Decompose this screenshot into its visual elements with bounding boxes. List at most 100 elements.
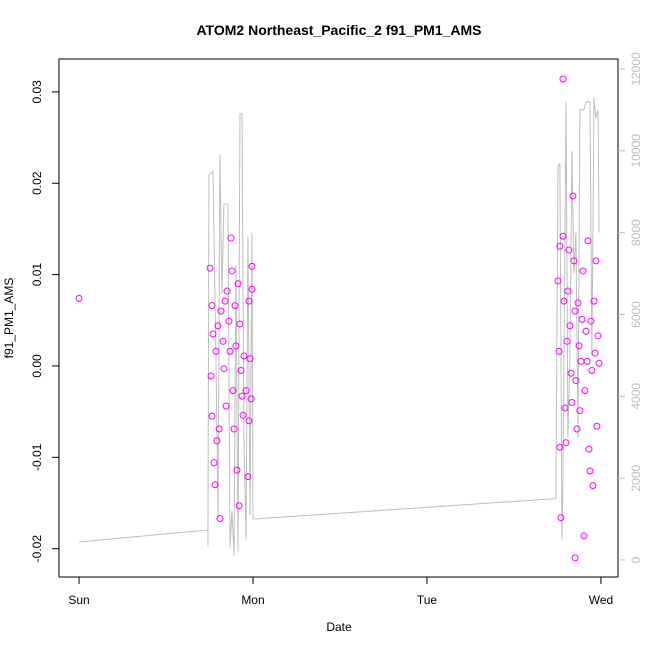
point (248, 285, 256, 293)
point (591, 349, 599, 357)
point (594, 332, 602, 340)
point (209, 330, 217, 338)
point (562, 439, 570, 447)
point (207, 372, 215, 380)
point (216, 515, 224, 523)
point (231, 302, 239, 310)
point (576, 407, 584, 415)
chart-title: ATOM2 Northeast_Pacific_2 f91_PM1_AMS (196, 22, 481, 38)
point (573, 425, 581, 433)
point (556, 242, 564, 250)
x-tick-label: Mon (241, 593, 264, 607)
y-tick-label: -0.01 (30, 443, 44, 471)
point (572, 377, 580, 385)
point (219, 337, 227, 345)
point (595, 359, 603, 367)
y2-tick-label: 4000 (629, 383, 643, 410)
point (590, 297, 598, 305)
point (583, 357, 591, 365)
point (240, 352, 248, 360)
point (587, 317, 595, 325)
x-tick-label: Sun (68, 593, 89, 607)
point (565, 246, 573, 254)
point (556, 443, 564, 451)
point (580, 532, 588, 540)
point (561, 404, 569, 412)
y2-tick-label: 0 (629, 556, 643, 563)
point (226, 347, 234, 355)
point (215, 425, 223, 433)
point (593, 422, 601, 430)
point (233, 466, 241, 474)
point (559, 75, 567, 83)
point (592, 257, 600, 265)
point (236, 320, 244, 328)
point (248, 262, 256, 270)
point (206, 264, 214, 272)
line (78, 97, 600, 556)
point (225, 317, 233, 325)
point (571, 554, 579, 562)
x-tick-label: Tue (417, 593, 438, 607)
y2-tick-label: 10000 (629, 134, 643, 168)
point (555, 347, 563, 355)
point (560, 297, 568, 305)
point (245, 417, 253, 425)
point (564, 287, 572, 295)
point (567, 369, 575, 377)
y-axis-label: f91_PM1_AMS (2, 278, 16, 359)
point (563, 337, 571, 345)
point (227, 234, 235, 242)
point (212, 347, 220, 355)
point (574, 299, 582, 307)
y2-tick-label: 6000 (629, 301, 643, 328)
point (230, 425, 238, 433)
point (232, 342, 240, 350)
point (239, 411, 247, 419)
point (570, 257, 578, 265)
y2-tick-label: 8000 (629, 219, 643, 246)
y-tick-label: 0.03 (30, 80, 44, 104)
point (585, 445, 593, 453)
point (581, 387, 589, 395)
point (586, 467, 594, 475)
point (213, 437, 221, 445)
y2-tick-label: 12000 (629, 52, 643, 86)
point (566, 322, 574, 330)
x-axis-label: Date (326, 620, 352, 634)
plot-frame (58, 58, 619, 578)
point (571, 307, 579, 315)
point (237, 367, 245, 375)
point (589, 482, 597, 490)
point (217, 307, 225, 315)
point (214, 322, 222, 330)
point (221, 297, 229, 305)
point (228, 267, 236, 275)
point (584, 237, 592, 245)
point (242, 387, 250, 395)
y2-tick-label: 2000 (629, 464, 643, 491)
point (75, 294, 83, 302)
point (554, 277, 562, 285)
point (244, 473, 252, 481)
point (578, 315, 586, 323)
point (235, 502, 243, 510)
point (246, 355, 254, 363)
point (557, 514, 565, 522)
point (210, 459, 218, 467)
y-tick-label: -0.02 (30, 535, 44, 563)
y-tick-label: 0.01 (30, 263, 44, 287)
point (559, 232, 567, 240)
point (569, 192, 577, 200)
point (229, 387, 237, 395)
point (211, 481, 219, 489)
point (220, 365, 228, 373)
point (579, 267, 587, 275)
point (568, 399, 576, 407)
y-tick-label: 0.00 (30, 354, 44, 378)
point (222, 402, 230, 410)
y-tick-label: 0.02 (30, 171, 44, 195)
point (582, 327, 590, 335)
